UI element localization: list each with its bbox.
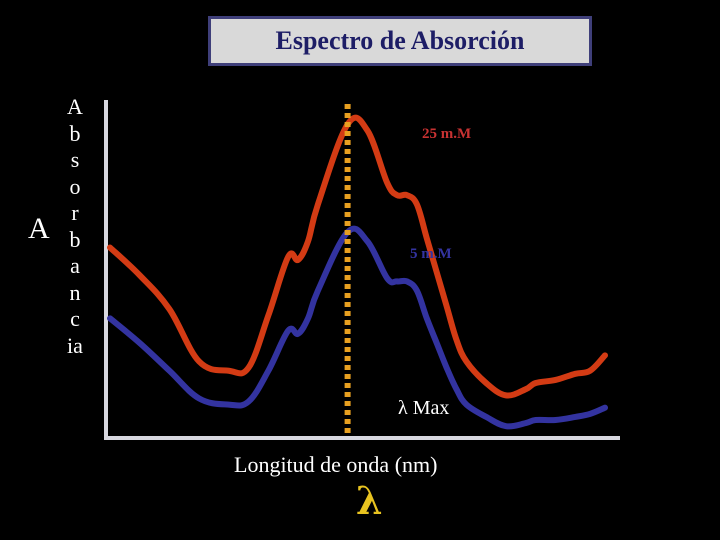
y-axis-letter: c	[70, 306, 80, 331]
y-axis-letter: s	[70, 147, 80, 172]
y-axis-letter: a	[70, 253, 80, 278]
y-axis-label-vertical: A b s o r b a n c ia	[60, 94, 90, 359]
annotation-25mm: 25 m.M	[422, 126, 471, 142]
annotation-lambda-max: λ Max	[398, 397, 449, 419]
y-axis-letter: r	[71, 200, 79, 225]
y-axis-letter: b	[69, 226, 81, 252]
y-axis-label-symbol: A	[28, 212, 50, 245]
y-axis-letter: n	[69, 279, 81, 305]
series-line-25mm	[107, 114, 608, 399]
x-axis-label: Longitud de onda (nm)	[234, 452, 438, 477]
series-line-5mm	[107, 225, 608, 430]
y-axis-letter: ia	[67, 332, 83, 358]
y-axis-letter: o	[69, 173, 81, 199]
annotation-5mm: 5 m.M	[410, 246, 452, 262]
y-axis-letter: b	[69, 120, 81, 146]
chart-title: Espectro de Absorción	[208, 16, 592, 66]
y-axis-letter: A	[67, 94, 83, 119]
lambda-symbol: λ	[356, 478, 383, 523]
